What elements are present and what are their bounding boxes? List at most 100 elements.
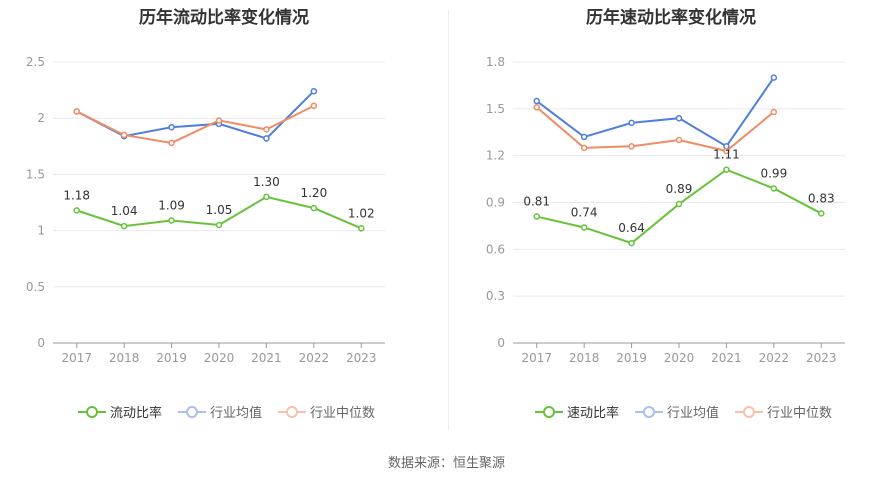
y-tick-label: 1.5: [486, 102, 505, 116]
y-tick-label: 1.5: [26, 167, 45, 181]
avg-series-point: [533, 97, 540, 105]
primary-series-point: [580, 224, 588, 231]
legend-item-median[interactable]: 行业中位数: [735, 402, 832, 421]
data-label: 1.20: [300, 186, 327, 200]
x-tick-label: 2023: [346, 351, 377, 365]
x-tick-label: 2019: [616, 351, 647, 365]
y-tick-label: 0.9: [486, 196, 505, 210]
avg-series-point: [263, 135, 270, 142]
chart-title-left: 历年流动比率变化情况: [139, 8, 309, 28]
y-tick-label: 2: [37, 111, 45, 125]
quick-ratio-panel: 历年速动比率变化情况 0 0.3 0.6 0.9 1.2 1.5 1.8 2017 2018 20…: [449, 0, 893, 440]
avg-series-point: [580, 133, 588, 141]
y-tick-label: 2.5: [26, 55, 45, 69]
median-series-point: [168, 139, 175, 147]
current-ratio-panel: 历年流动比率变化情况 0 0.5 1 1.5 2 2.5 2017 2018 2019 2020 2…: [0, 0, 448, 440]
median-series-point: [215, 117, 223, 124]
x-tick-label: 2021: [251, 351, 282, 365]
legend-item-primary[interactable]: 速动比率: [535, 402, 619, 421]
median-series-point: [73, 108, 80, 115]
legend-line-icon: [735, 405, 764, 418]
data-label: 0.99: [760, 166, 787, 180]
median-series-line: [536, 106, 775, 153]
avg-series-line: [536, 77, 775, 148]
y-tick-label: 0: [37, 336, 45, 350]
data-label: 1.18: [63, 188, 90, 202]
primary-series-point: [310, 204, 318, 212]
median-series-point: [675, 136, 683, 144]
y-tick-label: 0.5: [26, 280, 45, 294]
data-label: 0.81: [523, 195, 550, 209]
legend-label: 行业均值: [667, 406, 720, 421]
data-label: 1.09: [158, 198, 185, 212]
primary-series-point: [818, 210, 825, 217]
legend-line-icon: [278, 405, 307, 418]
data-source: 数据来源：恒生聚源: [387, 456, 505, 471]
data-label: 1.11: [713, 148, 740, 162]
primary-series-point: [263, 193, 270, 201]
data-label: 0.89: [666, 182, 693, 196]
median-series-line: [76, 104, 315, 144]
median-series-point: [120, 131, 128, 139]
data-label: 1.30: [253, 175, 280, 189]
avg-series-point: [168, 123, 175, 131]
primary-series-point: [628, 239, 635, 247]
primary-series-point: [168, 217, 175, 224]
chart-title-right: 历年速动比率变化情况: [586, 8, 756, 28]
data-label: 1.04: [111, 204, 138, 218]
median-series-point: [533, 104, 540, 111]
x-tick-label: 2020: [204, 351, 235, 365]
data-label: 1.05: [206, 203, 233, 217]
x-tick-label: 2018: [569, 351, 600, 365]
legend-left: 流动比率 行业均值 行业中位数: [78, 402, 391, 421]
primary-series-point: [120, 222, 128, 230]
y-tick-label: 1.8: [486, 55, 505, 69]
panel-divider: [448, 10, 449, 430]
x-tick-label: 2018: [109, 351, 140, 365]
avg-series-point: [310, 87, 318, 95]
data-label: 0.64: [618, 221, 645, 235]
y-tick-label: 0.6: [486, 242, 505, 256]
median-series-point: [263, 126, 270, 133]
avg-series-point: [675, 114, 683, 122]
legend-item-avg[interactable]: 行业均值: [635, 402, 719, 421]
primary-series-point: [770, 185, 778, 192]
x-tick-label: 2021: [711, 351, 742, 365]
legend-line-icon: [535, 405, 563, 418]
median-series-point: [723, 147, 730, 155]
avg-series-point: [628, 119, 635, 127]
legend-line-icon: [635, 405, 664, 418]
legend-label: 行业中位数: [310, 406, 376, 421]
data-label: 0.83: [808, 191, 835, 205]
primary-series-point: [73, 207, 80, 214]
median-series-point: [580, 144, 588, 152]
legend-label: 速动比率: [567, 406, 620, 421]
x-tick-label: 2022: [299, 351, 330, 365]
y-tick-label: 0.3: [486, 289, 505, 303]
quick-ratio-chart: 0 0.3 0.6 0.9 1.2 1.5 1.8 2017 2018 2019 2020 2021 2…: [486, 55, 845, 365]
data-label: 1.02: [348, 206, 375, 220]
y-tick-label: 1.2: [486, 149, 505, 163]
median-series-point: [310, 102, 318, 110]
primary-series-point: [675, 200, 683, 208]
legend-label: 流动比率: [110, 406, 163, 421]
legend-line-icon: [178, 405, 207, 418]
x-tick-label: 2023: [806, 351, 837, 365]
legend-line-icon: [78, 405, 106, 418]
x-tick-label: 2017: [61, 351, 92, 365]
legend-label: 行业均值: [210, 406, 263, 421]
median-series-point: [628, 143, 635, 150]
primary-series-point: [215, 221, 223, 229]
y-tick-label: 1: [37, 224, 45, 238]
legend-label: 行业中位数: [767, 406, 833, 421]
x-tick-label: 2019: [156, 351, 187, 365]
legend-item-avg[interactable]: 行业均值: [178, 402, 262, 421]
y-tick-label: 0: [497, 336, 505, 350]
legend-right: 速动比率 行业均值 行业中位数: [535, 402, 848, 421]
primary-series-point: [723, 166, 730, 173]
avg-series-point: [770, 74, 778, 81]
legend-item-primary[interactable]: 流动比率: [78, 402, 162, 421]
legend-item-median[interactable]: 行业中位数: [278, 402, 375, 421]
data-label: 0.74: [571, 205, 598, 219]
primary-series-point: [358, 225, 365, 232]
